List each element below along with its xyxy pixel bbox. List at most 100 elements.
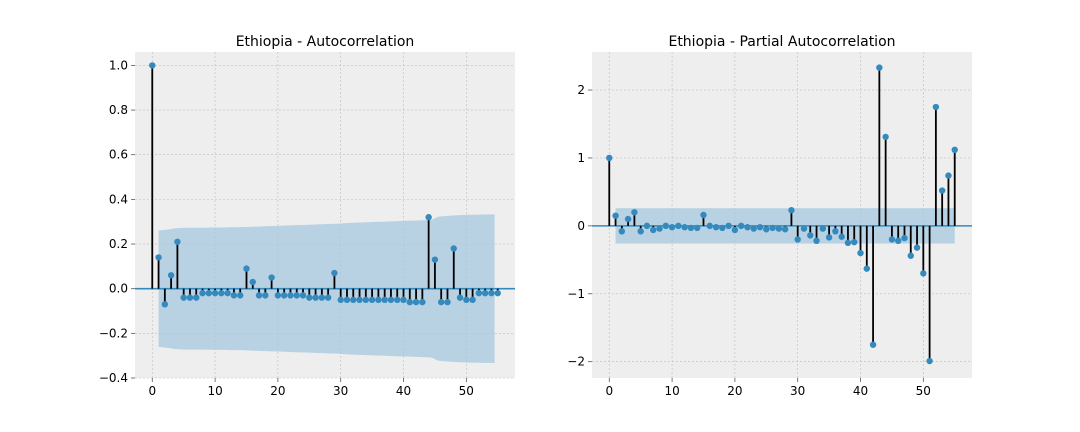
stem-marker [914, 244, 920, 250]
stem-marker [864, 265, 870, 271]
stem-marker [268, 274, 274, 280]
stem-marker [663, 223, 669, 229]
stem-marker [807, 232, 813, 238]
stem-marker [845, 240, 851, 246]
x-tick-label: 40 [853, 384, 868, 398]
x-tick-label: 50 [916, 384, 931, 398]
x-tick-label: 50 [459, 384, 474, 398]
stem-marker [407, 299, 413, 305]
stem-marker [482, 290, 488, 296]
stem-marker [237, 292, 243, 298]
stem-marker [933, 104, 939, 110]
stem-marker [400, 297, 406, 303]
stem-marker [939, 187, 945, 193]
stem-marker [650, 227, 656, 233]
stem-marker [155, 254, 161, 260]
stem-marker [457, 294, 463, 300]
x-tick-label: 20 [270, 384, 285, 398]
stem-marker [895, 238, 901, 244]
y-tick-label: 0.2 [109, 237, 128, 251]
stem-marker [889, 236, 895, 242]
stem-marker [612, 212, 618, 218]
stem-marker [425, 214, 431, 220]
stem-marker [463, 297, 469, 303]
x-tick-label: 0 [605, 384, 613, 398]
stem-marker [826, 234, 832, 240]
stem-marker [325, 294, 331, 300]
y-tick-label: −2 [567, 355, 585, 369]
stem-marker [381, 297, 387, 303]
x-tick-label: 30 [333, 384, 348, 398]
x-tick-label: 30 [790, 384, 805, 398]
stem-marker [451, 245, 457, 251]
stem-marker [644, 223, 650, 229]
stem-marker [350, 297, 356, 303]
stem-marker [700, 212, 706, 218]
stem-marker [688, 225, 694, 231]
stem-marker [432, 256, 438, 262]
chart-title: Ethiopia - Partial Autocorrelation [668, 34, 895, 50]
x-tick-label: 10 [207, 384, 222, 398]
stem-marker [250, 279, 256, 285]
stem-marker [876, 64, 882, 70]
stem-marker [174, 239, 180, 245]
stem-marker [782, 226, 788, 232]
stem-marker [707, 223, 713, 229]
y-tick-label: 1 [577, 151, 585, 165]
stem-marker [180, 294, 186, 300]
stem-marker [256, 292, 262, 298]
stem-marker [732, 227, 738, 233]
y-tick-label: −0.2 [99, 326, 128, 340]
x-tick-label: 10 [664, 384, 679, 398]
stem-marker [149, 62, 155, 68]
stem-marker [438, 299, 444, 305]
stem-marker [619, 228, 625, 234]
stem-marker [262, 292, 268, 298]
stem-marker [681, 224, 687, 230]
stem-marker [744, 224, 750, 230]
y-tick-label: −1 [567, 287, 585, 301]
stem-marker [769, 225, 775, 231]
stem-marker [476, 290, 482, 296]
stem-marker [212, 290, 218, 296]
stem-marker [945, 172, 951, 178]
stem-marker [751, 225, 757, 231]
stem-marker [838, 234, 844, 240]
x-tick-label: 20 [727, 384, 742, 398]
stem-marker [199, 290, 205, 296]
stem-marker [193, 294, 199, 300]
stem-marker [469, 297, 475, 303]
stem-marker [356, 297, 362, 303]
stem-marker [631, 209, 637, 215]
stem-marker [488, 290, 494, 296]
stem-marker [281, 292, 287, 298]
stem-marker [231, 292, 237, 298]
stem-marker [870, 342, 876, 348]
stem-marker [757, 224, 763, 230]
stem-marker [606, 155, 612, 161]
chart-title: Ethiopia - Autocorrelation [236, 34, 415, 50]
y-tick-label: 1.0 [109, 58, 128, 72]
pacf-chart: 0 10 20 30 40 50 −2 −1 0 1 2 Ethiopia - Partial Aut… [567, 34, 972, 398]
stem-marker [275, 292, 281, 298]
stem-marker [388, 297, 394, 303]
stem-marker [243, 265, 249, 271]
stem-marker [801, 225, 807, 231]
stem-marker [795, 236, 801, 242]
stem-marker [713, 224, 719, 230]
stem-marker [763, 226, 769, 232]
stem-marker [738, 223, 744, 229]
stem-marker [338, 297, 344, 303]
stem-marker [363, 297, 369, 303]
stem-marker [675, 223, 681, 229]
stem-marker [851, 239, 857, 245]
stem-marker [952, 147, 958, 153]
stem-marker [725, 223, 731, 229]
stem-marker [813, 238, 819, 244]
stem-marker [776, 225, 782, 231]
stem-marker [162, 301, 168, 307]
stem-marker [920, 270, 926, 276]
stem-marker [319, 294, 325, 300]
stem-marker [394, 297, 400, 303]
